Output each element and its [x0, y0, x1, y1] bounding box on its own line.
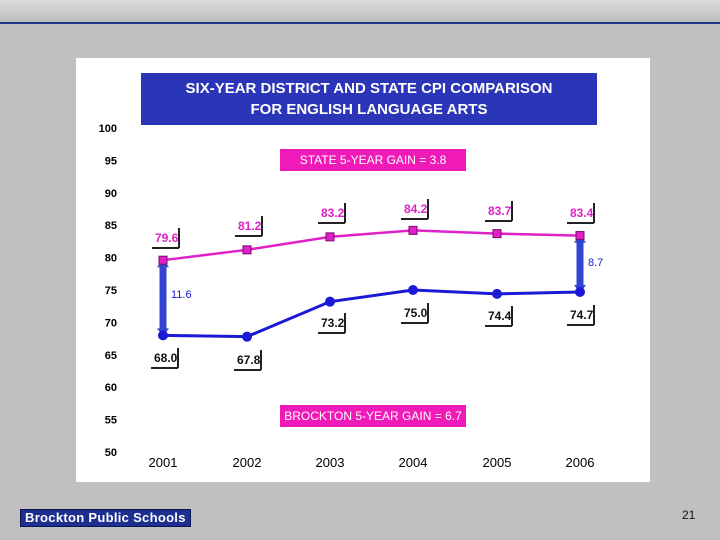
brockton-value-label: 75.0 [404, 306, 428, 320]
brockton-logo: Brockton Public Schools [20, 509, 191, 527]
state-value-label-bg [567, 203, 594, 223]
chart-title-line1: SIX-YEAR DISTRICT AND STATE CPI COMPARIS… [185, 80, 553, 97]
brockton-point [158, 330, 168, 341]
y-tick-label: 85 [105, 220, 117, 232]
state-value-label: 83.7 [488, 204, 512, 218]
brockton-point [492, 288, 502, 299]
brockton-point [575, 286, 585, 297]
brockton-value-label: 67.8 [237, 353, 261, 367]
brockton-point [242, 331, 252, 342]
y-tick-label: 50 [105, 447, 117, 459]
state-point [158, 255, 168, 265]
state-point [492, 229, 502, 239]
brockton-value-label-bg [567, 305, 594, 325]
state-value-label: 83.4 [570, 206, 594, 220]
y-tick-label: 100 [99, 123, 117, 135]
x-tick-label: 2002 [233, 455, 262, 470]
brockton-value-label: 74.4 [488, 309, 512, 323]
brockton-value-label: 73.2 [321, 316, 345, 330]
y-tick-label: 90 [105, 188, 117, 200]
state-point [325, 232, 335, 242]
state-value-label: 81.2 [238, 219, 262, 233]
state-value-label: 83.2 [321, 206, 345, 220]
brockton-value-label-bg [485, 306, 512, 326]
brockton-point [408, 285, 418, 295]
brockton-point [325, 296, 335, 307]
x-tick-label: 2001 [149, 455, 178, 470]
y-tick-label: 55 [105, 415, 117, 427]
brockton-value-label: 68.0 [154, 351, 178, 365]
state-value-label: 79.6 [155, 231, 179, 245]
gap-2001-label: 11.6 [171, 289, 192, 301]
top-rule [0, 22, 720, 24]
state-value-label: 84.2 [404, 202, 428, 216]
y-tick-label: 80 [105, 253, 117, 265]
brockton-line [162, 288, 581, 339]
chart-title-line2: FOR ENGLISH LANGUAGE ARTS [250, 101, 488, 118]
state-line [162, 229, 581, 262]
brockton-value-label-bg [401, 303, 428, 323]
state-gain-box: STATE 5-YEAR GAIN = 3.8 [280, 149, 466, 171]
brockton-value-label-bg [234, 350, 261, 370]
brockton-value-label-bg [318, 313, 345, 333]
state-value-label-bg [485, 201, 512, 221]
brockton-gain-box: BROCKTON 5-YEAR GAIN = 6.7 [280, 405, 466, 427]
state-value-label-bg [152, 228, 179, 248]
state-value-label-bg [235, 216, 262, 236]
x-tick-label: 2005 [483, 455, 512, 470]
x-tick-label: 2006 [566, 455, 595, 470]
brockton-value-label: 74.7 [570, 308, 594, 322]
state-value-label-bg [401, 199, 428, 219]
y-tick-label: 75 [105, 285, 117, 297]
x-tick-label: 2003 [316, 455, 345, 470]
y-tick-label: 95 [105, 155, 117, 167]
state-point [575, 231, 585, 241]
state-point [242, 245, 252, 255]
x-tick-label: 2004 [399, 455, 428, 470]
state-value-label-bg [318, 203, 345, 223]
y-tick-label: 70 [105, 317, 117, 329]
state-point [408, 225, 418, 235]
brockton-value-label-bg [151, 348, 178, 368]
y-tick-label: 60 [105, 382, 117, 394]
chart-title: SIX-YEAR DISTRICT AND STATE CPI COMPARIS… [141, 73, 597, 125]
gap-2006-label: 8.7 [588, 257, 603, 269]
y-tick-label: 65 [105, 350, 117, 362]
top-band [0, 0, 720, 22]
page-number: 21 [682, 508, 696, 522]
